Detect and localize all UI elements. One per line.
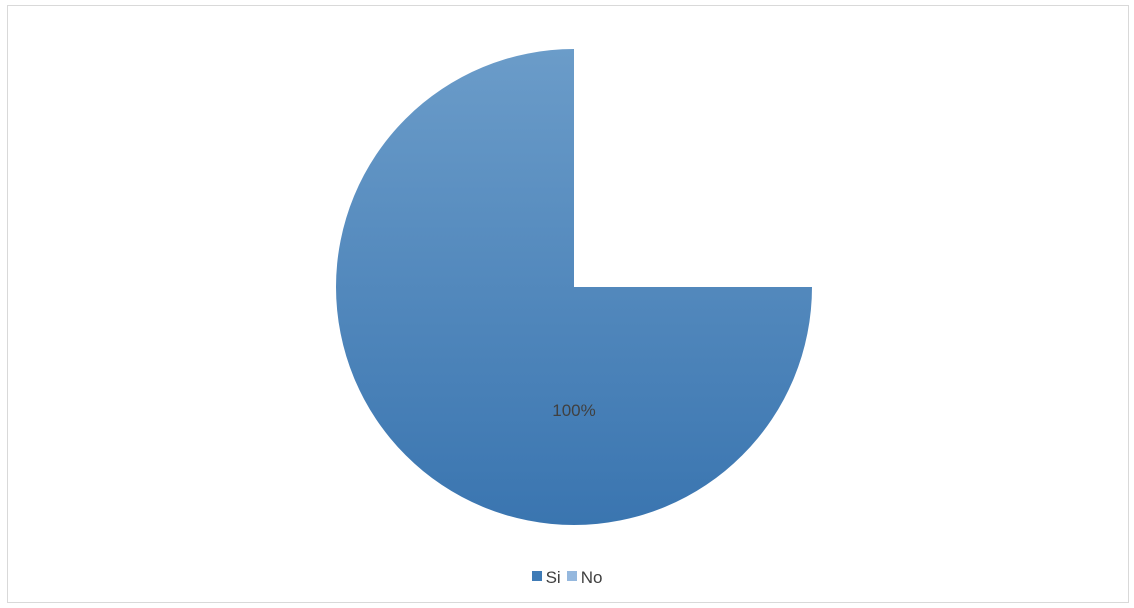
- legend-entry-si[interactable]: Si: [531, 566, 561, 590]
- legend: Si No: [0, 566, 1134, 590]
- data-label-si: 100%: [552, 401, 595, 420]
- pie-slice-si[interactable]: [336, 49, 812, 525]
- legend-swatch-no: [566, 571, 577, 581]
- legend-label-no: No: [580, 568, 603, 587]
- legend-label-si: Si: [545, 568, 561, 587]
- legend-swatch-si: [531, 571, 542, 581]
- legend-entry-no[interactable]: No: [566, 566, 603, 590]
